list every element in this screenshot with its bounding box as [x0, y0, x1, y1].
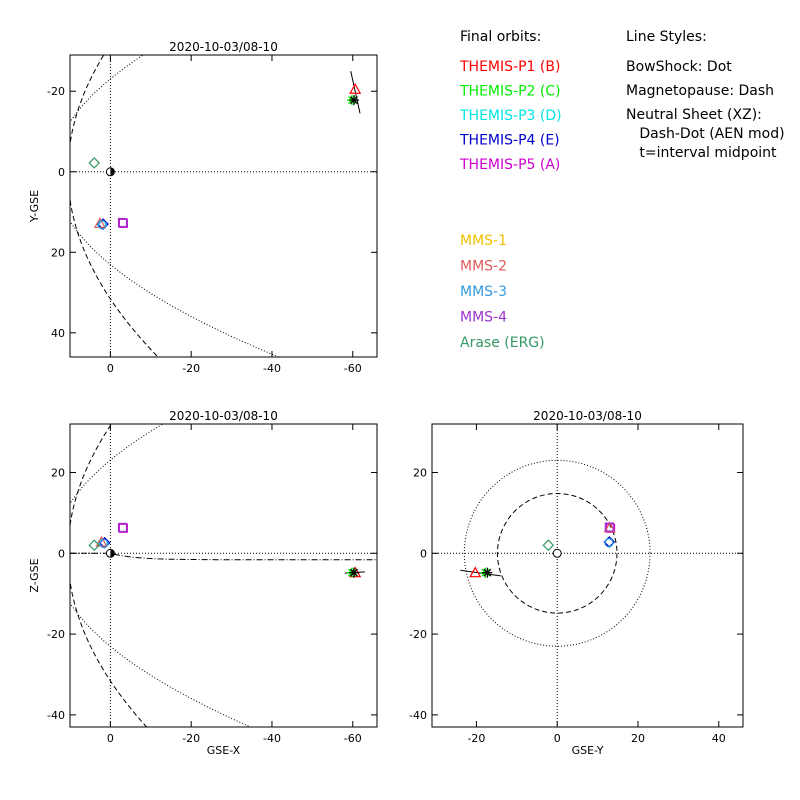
x-tick-label: -20	[182, 732, 200, 745]
plot-title: 2020-10-03/08-10	[169, 409, 278, 423]
y-tick-label: 0	[58, 166, 65, 179]
legend-mission: MMS-3	[460, 284, 507, 300]
plot-frame	[69, 423, 378, 728]
y-tick-label: 0	[58, 547, 65, 560]
legend-style: Dash-Dot (AEN mod)	[626, 126, 785, 142]
y-tick-label: -20	[47, 85, 65, 98]
x-tick-label: -20	[467, 732, 485, 745]
legend-probe: THEMIS-P2 (C)	[459, 84, 561, 100]
x-tick-label: -20	[182, 362, 200, 375]
earth-symbol	[105, 548, 115, 558]
legend-style: t=interval midpoint	[626, 145, 777, 161]
y-axis-label: Z-GSE	[28, 558, 41, 592]
magnetopause-curve	[70, 55, 159, 357]
x-axis-label: GSE-Y	[572, 744, 604, 757]
x-tick-label: -60	[344, 362, 362, 375]
legend-mission: MMS-4	[460, 310, 507, 326]
y-tick-label: -40	[47, 709, 65, 722]
legend-style: Magnetopause: Dash	[626, 83, 774, 99]
plot-title: 2020-10-03/08-10	[169, 40, 278, 54]
earth-symbol	[552, 548, 562, 558]
x-tick-label: 0	[107, 362, 114, 375]
magnetopause-circle	[496, 492, 618, 614]
plot-frame	[431, 423, 744, 728]
x-tick-label: -60	[344, 732, 362, 745]
x-tick-label: 0	[554, 732, 561, 745]
point-mms-2	[95, 535, 108, 547]
point-mms-3	[99, 538, 109, 549]
x-tick-label: 40	[712, 732, 726, 745]
legend-style: BowShock: Dot	[626, 59, 732, 75]
y-axis-label: Y-GSE	[28, 190, 41, 223]
earth-symbol	[105, 167, 115, 177]
panel-yz: -20 0 20 40 -40 -20 0 20 2020-10-03/08-10 GSE-Y	[409, 409, 744, 757]
point-themis-p5-a-	[118, 218, 128, 228]
plot-area-yz	[432, 424, 743, 727]
point-arase-erg-	[88, 539, 101, 552]
point-themis-p1-b-	[349, 82, 362, 94]
legend-probe: THEMIS-P5 (A)	[459, 157, 560, 173]
bow-shock-circle	[463, 459, 651, 647]
x-axis-label: GSE-X	[207, 744, 241, 757]
panel-xz: 0 -20 -40 -60 -40 -20 0 20 2020-10-03/08-10 GSE-X…	[28, 409, 378, 757]
point-mms-3	[97, 220, 107, 230]
plot-area-xy	[70, 55, 377, 357]
point-mms-3	[604, 538, 614, 548]
y-tick-label: -40	[409, 709, 427, 722]
legend-probe: THEMIS-P1 (B)	[459, 59, 560, 75]
legend-probe: THEMIS-P4 (E)	[459, 133, 560, 149]
plot-area-xz	[70, 424, 377, 727]
y-tick-label: 20	[51, 466, 65, 479]
plot-title: 2020-10-03/08-10	[533, 409, 642, 423]
legend-style: Neutral Sheet (XZ):	[626, 107, 762, 123]
track-midpoint-marker	[348, 95, 359, 106]
y-tick-label: 20	[413, 466, 427, 479]
point-arase-erg-	[542, 539, 555, 552]
x-tick-label: -40	[263, 732, 281, 745]
point-themis-p5-a-	[118, 523, 128, 533]
y-tick-label: 0	[420, 547, 427, 560]
point-mms-4	[604, 522, 614, 532]
point-arase-erg-	[88, 157, 101, 169]
point-themis-p1-b-	[469, 566, 482, 578]
y-tick-label: -20	[409, 628, 427, 641]
point-mms-4	[117, 522, 128, 533]
point-mms-2	[93, 217, 106, 228]
legend-probe: THEMIS-P3 (D)	[459, 108, 562, 124]
panel-xy: 0 -20 -40 -60 -20 0 20 40 2020-10-03/08-10 Y-GSE	[28, 40, 378, 375]
orbit-track	[350, 70, 361, 114]
y-tick-label: 20	[51, 246, 65, 259]
plot-frame	[69, 54, 378, 358]
bow-shock-curve	[70, 424, 252, 727]
neutral-sheet-curve	[70, 552, 377, 561]
legend: Final orbits: THEMIS-P1 (B) THEMIS-P2 (C) T…	[459, 29, 785, 351]
legend-mission: MMS-1	[460, 233, 507, 249]
legend-orbits-title: Final orbits:	[460, 29, 541, 45]
legend-styles-title: Line Styles:	[626, 29, 707, 45]
x-tick-label: -40	[263, 362, 281, 375]
legend-mission: MMS-2	[460, 259, 507, 275]
point-mms-2	[603, 521, 616, 533]
legend-mission: Arase (ERG)	[460, 335, 545, 351]
x-tick-label: 20	[631, 732, 645, 745]
y-tick-label: 40	[51, 327, 65, 340]
track-midpoint-marker	[348, 567, 359, 578]
track-midpoint-marker	[482, 567, 493, 578]
point-mms-4	[117, 217, 128, 228]
x-tick-label: 0	[107, 732, 114, 745]
y-tick-label: -20	[47, 628, 65, 641]
